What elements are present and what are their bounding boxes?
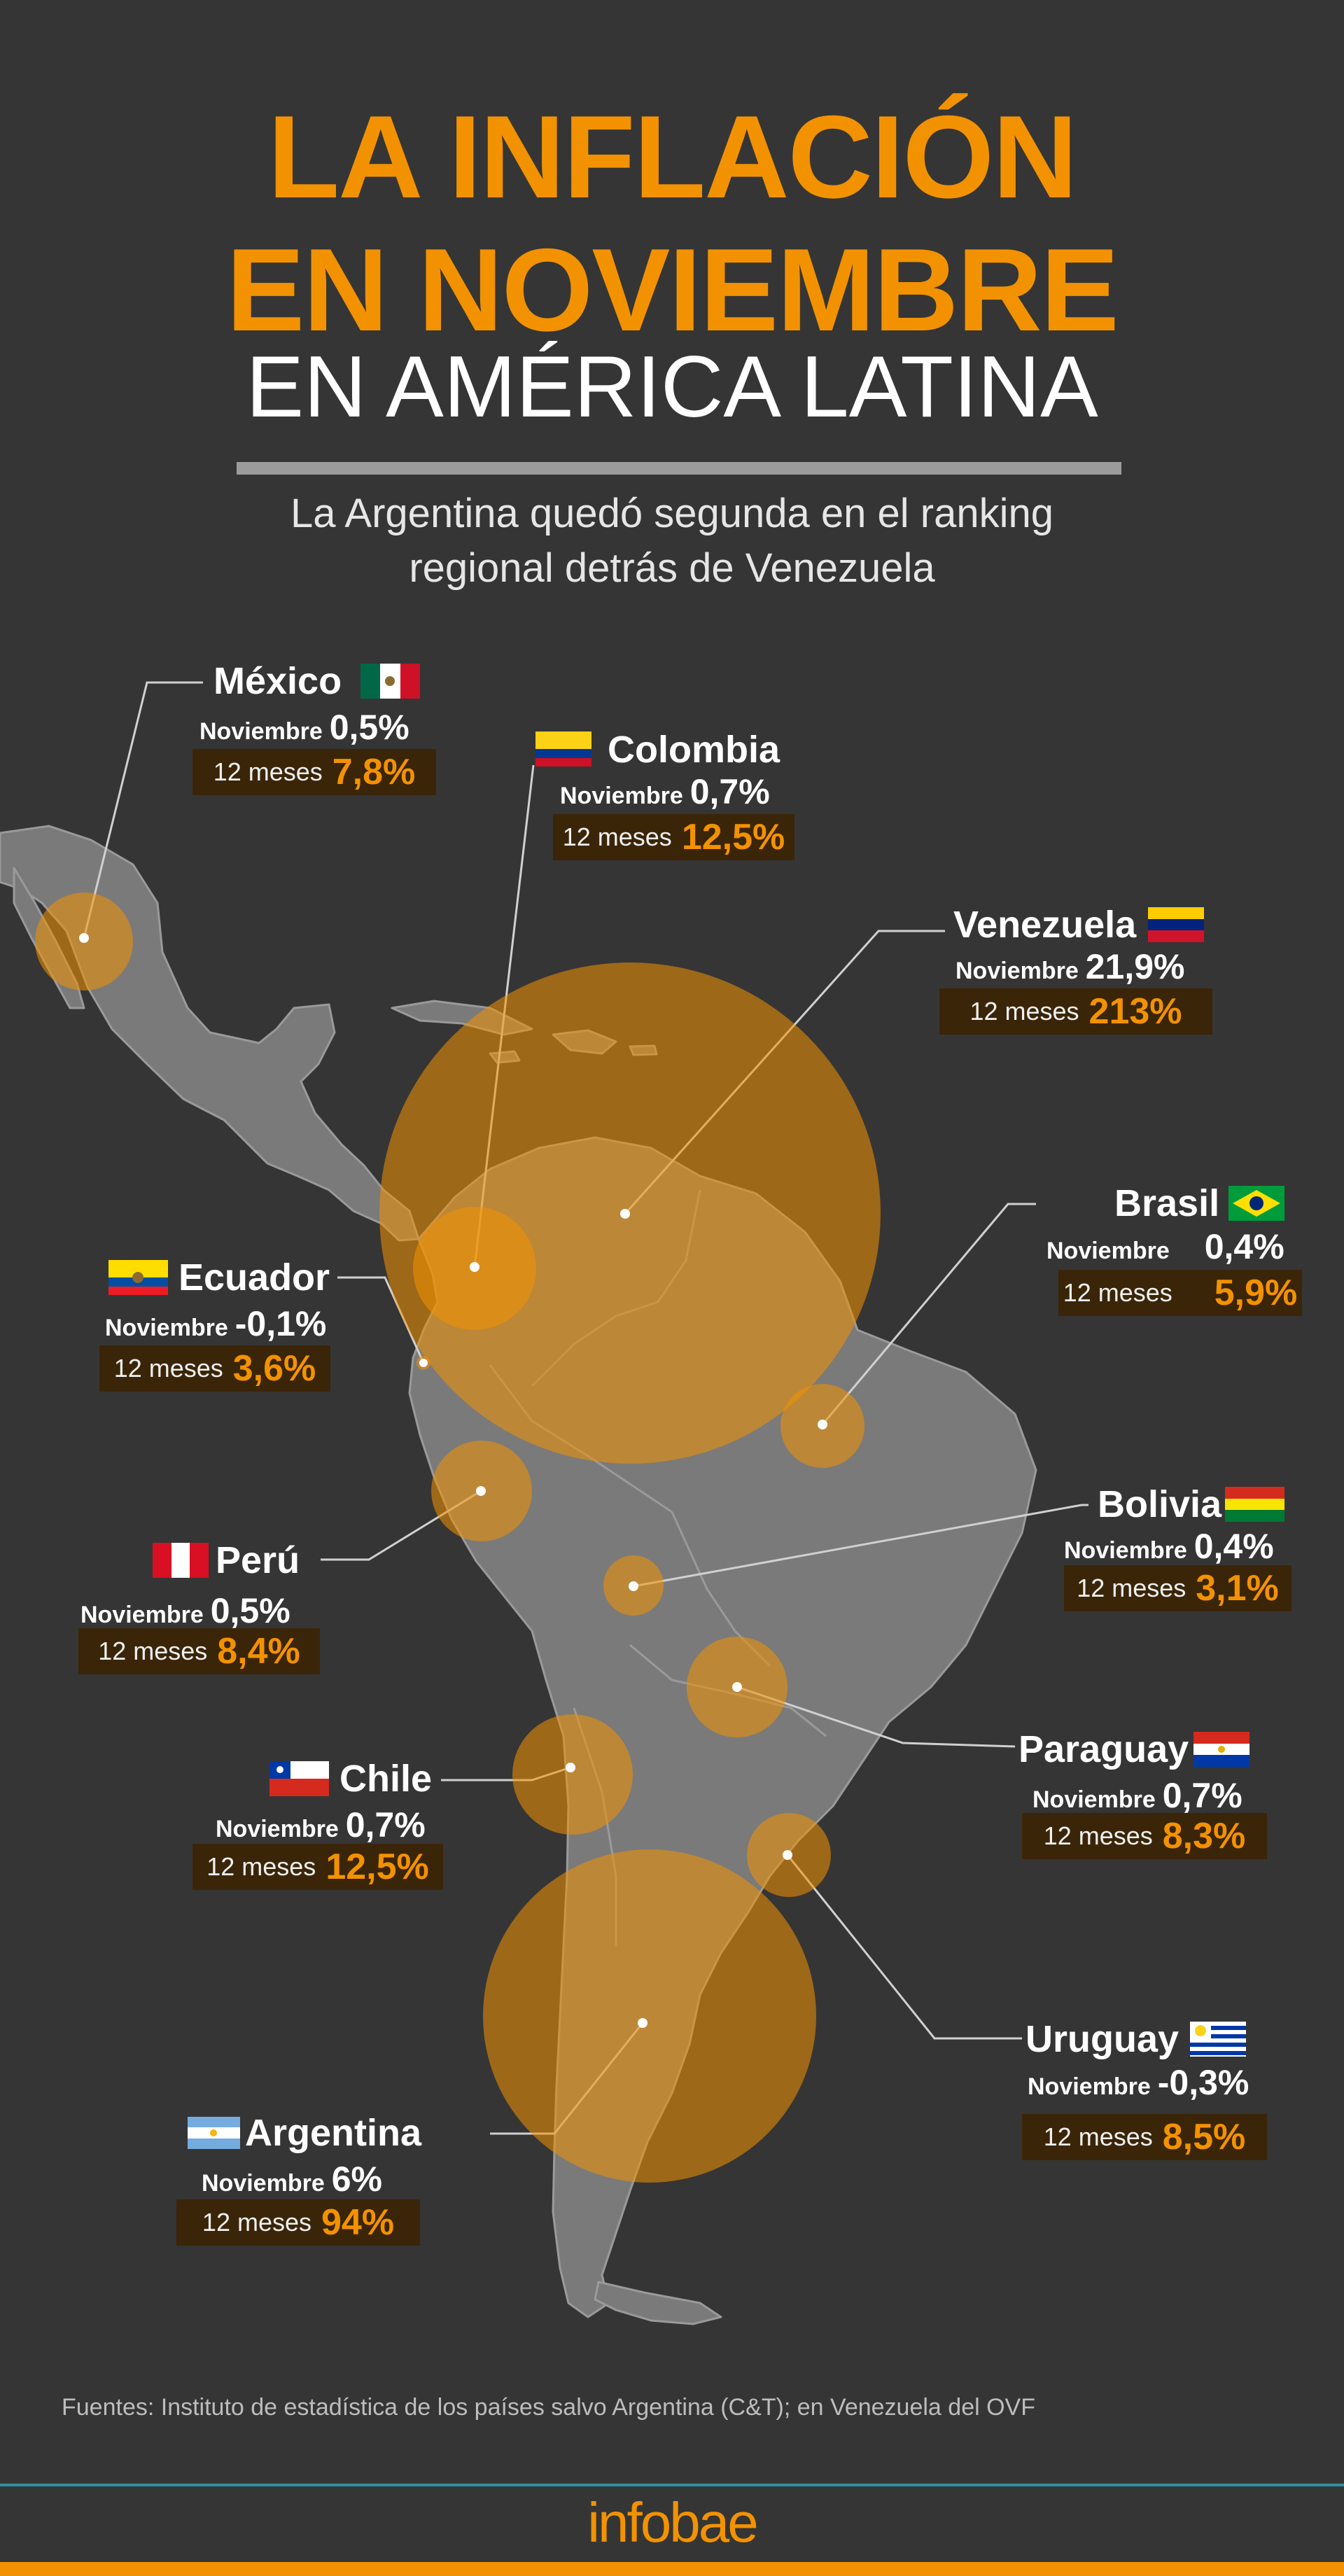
country-name-argentina: Argentina xyxy=(245,2112,422,2154)
monthly-paraguay: Noviembre 0,7% xyxy=(1032,1776,1242,1815)
yearly-box-argentina: 12 meses 94% xyxy=(176,2199,420,2246)
bubble-argentina xyxy=(483,1849,816,2183)
country-name-peru: Perú xyxy=(216,1539,300,1581)
land-tierra-del-fuego xyxy=(594,2281,722,2325)
bubble-centers xyxy=(79,933,827,2028)
flag-uruguay-icon xyxy=(1190,2022,1246,2057)
yearly-box-chile: 12 meses 12,5% xyxy=(192,1844,443,1890)
monthly-mexico: Noviembre 0,5% xyxy=(200,708,410,747)
country-name-mexico: México xyxy=(214,660,342,702)
yearly-box-brasil: 12 meses 5,9% xyxy=(1058,1270,1302,1316)
yearly-box-venezuela: 12 meses 213% xyxy=(939,988,1212,1035)
footer-accent-bar xyxy=(0,2562,1344,2576)
country-name-venezuela: Venezuela xyxy=(953,904,1137,946)
flag-mexico-icon xyxy=(360,664,420,699)
flag-ecuador-icon xyxy=(108,1260,168,1295)
yearly-box-ecuador: 12 meses 3,6% xyxy=(99,1345,330,1392)
flag-brazil-icon xyxy=(1228,1186,1284,1221)
title-line-1: LA INFLACIÓN xyxy=(267,91,1078,223)
inflation-bubbles xyxy=(35,892,881,2183)
flag-bolivia-icon xyxy=(1225,1487,1284,1522)
flag-chile-icon xyxy=(270,1761,329,1796)
yearly-box-uruguay: 12 meses 8,5% xyxy=(1022,2114,1267,2160)
yearly-box-bolivia: 12 meses 3,1% xyxy=(1064,1565,1292,1611)
country-name-chile: Chile xyxy=(340,1758,433,1800)
flag-paraguay-icon xyxy=(1194,1732,1250,1767)
monthly-colombia: Noviembre 0,7% xyxy=(560,772,770,811)
bubble-chile xyxy=(512,1714,633,1835)
brand-logo: infobae xyxy=(587,2491,758,2554)
subtitle-line-2: regional detrás de Venezuela xyxy=(409,545,935,591)
land-mexico-central-america xyxy=(0,825,420,1242)
country-name-uruguay: Uruguay xyxy=(1026,2018,1180,2060)
yearly-box-mexico: 12 meses 7,8% xyxy=(192,749,436,795)
yearly-box-colombia: 12 meses 12,5% xyxy=(553,814,794,860)
yearly-box-paraguay: 12 meses 8,3% xyxy=(1022,1813,1267,1859)
subtitle-line-1: La Argentina quedó segunda en el ranking xyxy=(290,491,1054,536)
monthly-bolivia: Noviembre 0,4% xyxy=(1064,1527,1274,1566)
monthly-peru: Noviembre 0,5% xyxy=(80,1591,290,1630)
monthly-uruguay: Noviembre -0,3% xyxy=(1028,2063,1250,2102)
monthly-ecuador: Noviembre -0,1% xyxy=(105,1304,327,1343)
flag-colombia-icon xyxy=(536,732,592,766)
flag-argentina-icon xyxy=(188,2117,240,2149)
monthly-brasil: Noviembre 0,4% xyxy=(1046,1227,1284,1266)
sources-note: Fuentes: Instituto de estadística de los… xyxy=(62,2394,1035,2421)
flag-venezuela-icon xyxy=(1148,907,1204,942)
monthly-chile: Noviembre 0,7% xyxy=(216,1805,426,1844)
bubble-venezuela xyxy=(379,962,881,1464)
country-name-ecuador: Ecuador xyxy=(178,1256,330,1298)
flag-peru-icon xyxy=(153,1543,209,1578)
country-name-bolivia: Bolivia xyxy=(1098,1483,1222,1525)
monthly-venezuela: Noviembre 21,9% xyxy=(955,947,1185,986)
country-name-colombia: Colombia xyxy=(608,729,780,771)
country-name-brasil: Brasil xyxy=(1114,1182,1220,1224)
yearly-box-peru: 12 meses 8,4% xyxy=(78,1628,320,1674)
country-name-paraguay: Paraguay xyxy=(1018,1728,1189,1770)
title-line-2: EN NOVIEMBRE xyxy=(226,224,1119,356)
title-divider xyxy=(237,462,1121,475)
monthly-argentina: Noviembre 6% xyxy=(202,2160,382,2199)
title-line-3: EN AMÉRICA LATINA xyxy=(246,339,1098,435)
footer-divider xyxy=(0,2484,1344,2486)
